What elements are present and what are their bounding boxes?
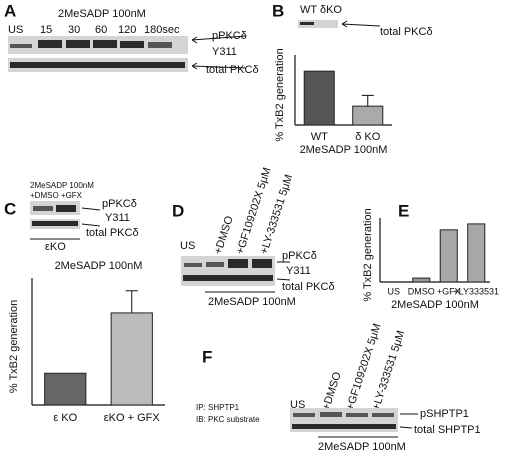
genotype: εKO [45, 241, 66, 253]
y-axis-label: % TxB2 generation [362, 208, 374, 301]
x-tick-label: DMSO [408, 286, 435, 296]
blot-label: pPKCδ [102, 198, 137, 210]
blot [298, 20, 338, 28]
lane-label: +DMSO [212, 214, 236, 256]
bar [439, 229, 458, 283]
row-label: IP: SHPTP1 [196, 403, 240, 412]
blot-label: total SHPTP1 [414, 424, 481, 436]
lane-label: 30 [68, 24, 80, 36]
blot-label: total PKCδ [380, 26, 433, 38]
lane-label: WT δKO [300, 4, 342, 16]
lane-label: 120 [118, 24, 136, 36]
panel-letter: A [4, 1, 16, 20]
blot-label: pPKCδ [282, 250, 317, 262]
blot-label: pSHPTP1 [420, 408, 469, 420]
bar [467, 223, 486, 283]
lane-label: US [8, 24, 23, 36]
lane-label: 60 [95, 24, 107, 36]
blot-label: Y311 [286, 265, 311, 277]
row-label: IB: PKC substrate [196, 415, 260, 424]
x-axis-label: 2MeSADP 100nM [300, 144, 388, 156]
blot [8, 36, 188, 72]
x-tick-label: +GFX [437, 286, 461, 296]
blot [181, 256, 275, 286]
bar [352, 105, 384, 126]
x-tick-label: US [387, 286, 400, 296]
lane-label: US [290, 399, 305, 411]
blot-label: total PKCδ [206, 64, 259, 76]
chart-title: 2MeSADP 100nM [55, 260, 143, 272]
y-axis-label: % TxB2 generation [8, 300, 20, 393]
y-axis-label: % TxB2 generation [274, 48, 286, 141]
blot-label: Y311 [212, 46, 237, 58]
x-tick-label: ε KO [53, 412, 77, 424]
lane-label: +DMSO [320, 370, 344, 412]
x-tick-label: WT [311, 131, 328, 143]
x-axis-label: 2MeSADP 100nM [391, 299, 479, 311]
treatment: 2MeSADP 100nM [208, 296, 296, 308]
bar [110, 312, 153, 406]
lane-label: US [180, 240, 195, 252]
bar [44, 372, 87, 406]
blot [290, 408, 398, 432]
blot-label: total PKCδ [86, 227, 139, 239]
treatment: 2MeSADP 100nM [30, 181, 94, 190]
x-tick-label: δ KO [355, 131, 381, 143]
bar [303, 70, 335, 126]
blot [30, 201, 80, 229]
panel-letter: C [4, 199, 16, 218]
bar [412, 277, 431, 283]
lane-label: 15 [40, 24, 52, 36]
x-tick-label: εKO + GFX [104, 412, 161, 424]
treatment: 2MeSADP 100nM [318, 441, 406, 453]
x-tick-label: +LY333531 [453, 286, 499, 296]
lane-label: +DMSO +GFX [30, 191, 83, 200]
blot-label: total PKCδ [282, 281, 335, 293]
treatment: 2MeSADP 100nM [58, 8, 146, 20]
blot-label: Y311 [105, 212, 130, 224]
panel-letter: E [398, 201, 409, 220]
error-bar [361, 94, 374, 107]
error-bar [125, 290, 138, 313]
panel-letter: B [272, 1, 284, 20]
panel-letter: F [202, 347, 212, 366]
lane-label: 180sec [144, 24, 180, 36]
blot-label: pPKCδ [212, 30, 247, 42]
panel-letter: D [172, 201, 184, 220]
